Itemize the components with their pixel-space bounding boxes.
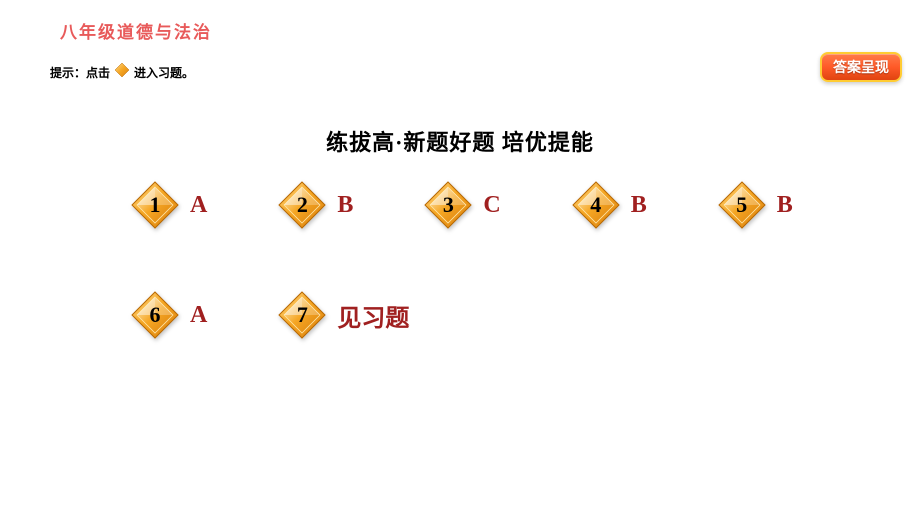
answer-value: A [190,192,207,219]
answer-value: B [777,192,793,219]
question-diamond-button[interactable]: 2 [277,180,327,230]
question-diamond-button[interactable]: 5 [717,180,767,230]
answer-value: B [631,192,647,219]
question-diamond-button[interactable]: 6 [130,290,180,340]
hint-text-before: 点击 [86,64,110,81]
page-header-title: 八年级道德与法治 [60,18,212,43]
question-number: 6 [150,302,161,328]
question-item: 1A [130,180,207,230]
answer-value: C [483,192,500,219]
question-number: 3 [443,192,454,218]
answer-value: 见习题 [337,298,409,333]
question-diamond-button[interactable]: 1 [130,180,180,230]
item-row: 1A 2B [130,180,860,230]
question-item: 5B [717,180,793,230]
question-item: 7 见习题 [277,290,409,340]
answer-value: A [190,302,207,329]
hint-text-after: 进入习题。 [134,64,194,81]
question-number: 2 [297,192,308,218]
question-number: 7 [297,302,308,328]
question-diamond-button[interactable]: 4 [571,180,621,230]
question-number: 5 [736,192,747,218]
section-title: 练拔高·新题好题 培优提能 [0,125,920,157]
hint-prefix: 提示： [50,64,86,81]
hint-row: 提示： 点击 进入习题。 [50,62,194,82]
question-item: 6A [130,290,207,340]
hint-diamond-icon [114,62,130,82]
item-row: 6A 7见习题 [130,290,860,340]
question-number: 1 [150,192,161,218]
question-number: 4 [590,192,601,218]
question-diamond-button[interactable]: 7 [277,290,327,340]
question-item: 4B [571,180,647,230]
question-diamond-button[interactable]: 3 [423,180,473,230]
show-answers-button[interactable]: 答案呈现 [820,52,902,82]
answer-value: B [337,192,353,219]
items-container: 1A 2B [130,180,860,400]
question-item: 3C [423,180,500,230]
question-item: 2B [277,180,353,230]
